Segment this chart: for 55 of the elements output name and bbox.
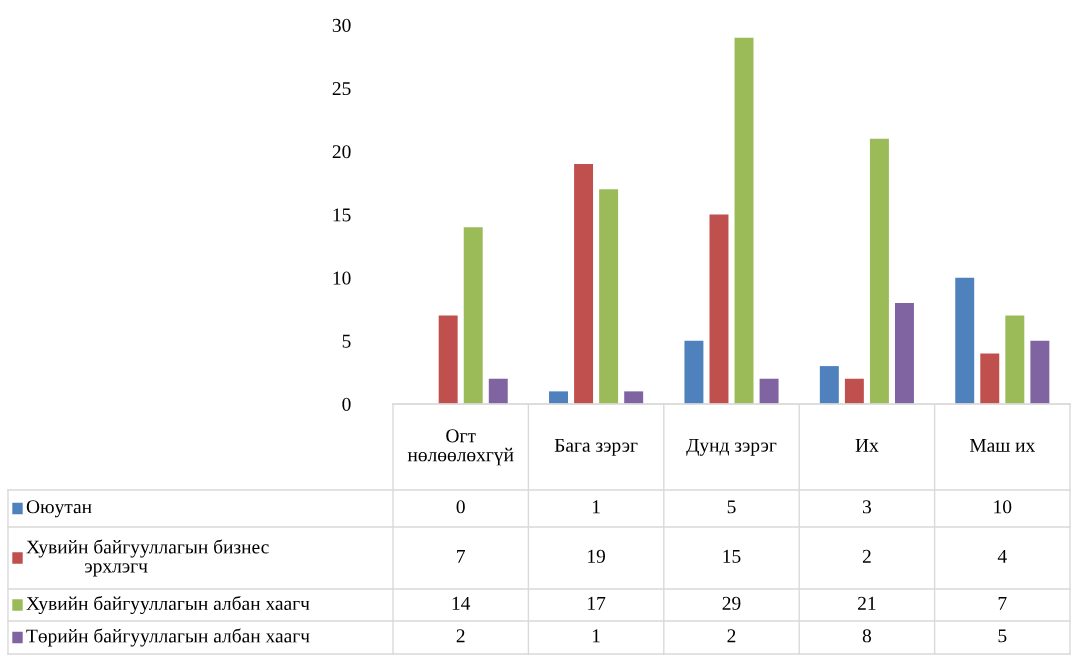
data-label: 7	[457, 549, 465, 563]
data-label: 5	[727, 500, 736, 514]
data-label: 29	[722, 596, 741, 610]
y-tick-label: 0	[342, 397, 351, 411]
bar	[819, 366, 839, 404]
legend-label: Төрийн байгууллагын албан хаагч	[26, 628, 310, 647]
data-label: 0	[456, 500, 465, 514]
data-label: 17	[588, 596, 606, 610]
bar	[574, 163, 594, 404]
x-tick-label: Дунд зэрэг	[686, 438, 777, 456]
bar	[1030, 340, 1050, 404]
bar	[869, 138, 889, 404]
legend-label: Хувийн байгууллагын бизнес эрхлэгч	[26, 539, 269, 577]
bar	[734, 37, 754, 404]
y-tick-label: 10	[333, 271, 351, 285]
bar	[599, 189, 619, 404]
data-label: 2	[862, 549, 871, 563]
data-label: 2	[456, 629, 465, 643]
x-tick-label: Бага зэрэг	[554, 438, 638, 456]
data-label: 19	[588, 549, 606, 563]
y-tick-label: 20	[332, 145, 351, 159]
bar	[684, 340, 704, 404]
data-label: 10	[994, 500, 1012, 514]
x-tick-label: Огт нөлөөлөхгүй	[407, 429, 514, 466]
legend-label: Хувийн байгууллагын албан хаагч	[26, 595, 310, 615]
bar	[463, 227, 483, 404]
data-label: 1	[592, 629, 600, 643]
x-tick-label: Их	[855, 438, 879, 452]
data-label: 7	[998, 596, 1007, 610]
bar	[1005, 315, 1025, 404]
y-tick-label: 30	[332, 18, 351, 32]
bar	[895, 302, 914, 404]
bar	[709, 214, 729, 404]
data-label: 2	[727, 629, 736, 643]
legend-label: Оюутан	[26, 500, 92, 518]
data-label: 14	[452, 596, 471, 610]
bar	[549, 391, 568, 404]
y-tick-label: 5	[342, 334, 351, 348]
data-label: 1	[592, 500, 600, 514]
y-tick-label: 15	[333, 208, 351, 222]
data-label: 21	[858, 596, 876, 610]
y-tick-label: 25	[332, 82, 351, 96]
data-label: 4	[997, 549, 1007, 563]
data-label: 15	[723, 549, 741, 563]
data-label: 8	[862, 629, 872, 643]
x-tick-label: Маш их	[969, 438, 1035, 452]
bar	[980, 353, 1000, 404]
bar	[624, 391, 644, 404]
data-label: 3	[862, 500, 871, 514]
bar	[955, 277, 975, 404]
bar	[488, 378, 508, 404]
data-label: 5	[998, 629, 1007, 643]
bar	[438, 315, 458, 404]
bar	[844, 378, 864, 404]
bar	[759, 378, 779, 404]
